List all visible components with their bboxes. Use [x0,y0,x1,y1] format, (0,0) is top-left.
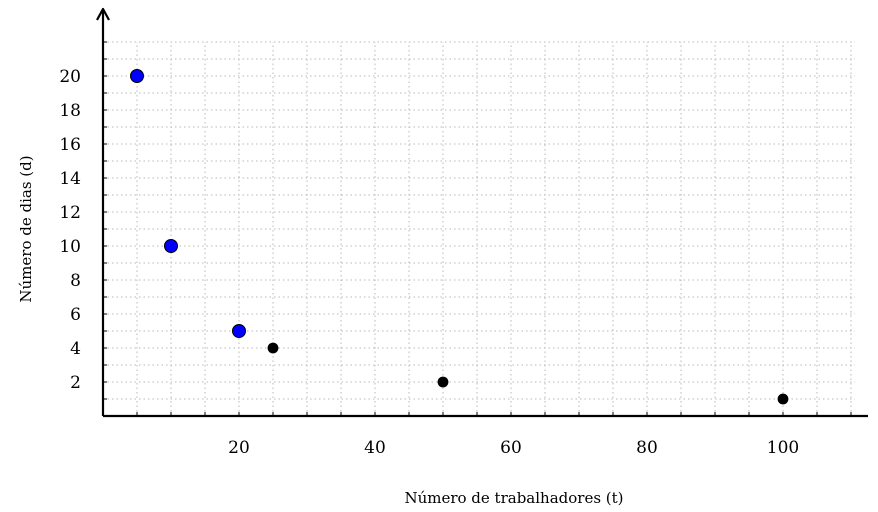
x-tick-label-80: 80 [636,438,658,458]
y-tick-label-18: 18 [59,101,81,121]
y-tick-label-10: 10 [59,237,81,257]
y-tick-label-2: 2 [70,373,81,393]
data-point-black-50-2 [437,376,449,388]
data-point-black-100-1 [777,393,789,405]
x-axis-title: Número de trabalhadores (t) [404,489,623,507]
grid [103,41,855,416]
y-tick-labels: 2 4 6 8 10 12 14 16 18 20 [59,67,81,393]
y-tick-label-16: 16 [59,135,81,155]
y-tick-label-20: 20 [59,67,81,87]
y-tick-label-12: 12 [59,203,81,223]
y-axis-title: Número de dias (d) [17,155,35,302]
x-tick-label-40: 40 [364,438,386,458]
x-tick-label-100: 100 [767,438,799,458]
data-points [130,69,789,405]
x-tick-label-60: 60 [500,438,522,458]
data-point-black-25-4 [267,342,279,354]
x-tick-label-20: 20 [228,438,250,458]
y-tick-label-8: 8 [70,271,81,291]
y-axis-arrowhead [96,7,110,21]
x-tick-labels: 20 40 60 80 100 [228,438,799,458]
data-point-blue-20-5 [232,324,246,338]
axes [96,7,868,418]
y-tick-label-6: 6 [70,305,81,325]
data-point-blue-5-20 [130,69,144,83]
y-tick-label-14: 14 [59,169,81,189]
y-tick-label-4: 4 [70,339,81,359]
data-point-blue-10-10 [164,239,178,253]
